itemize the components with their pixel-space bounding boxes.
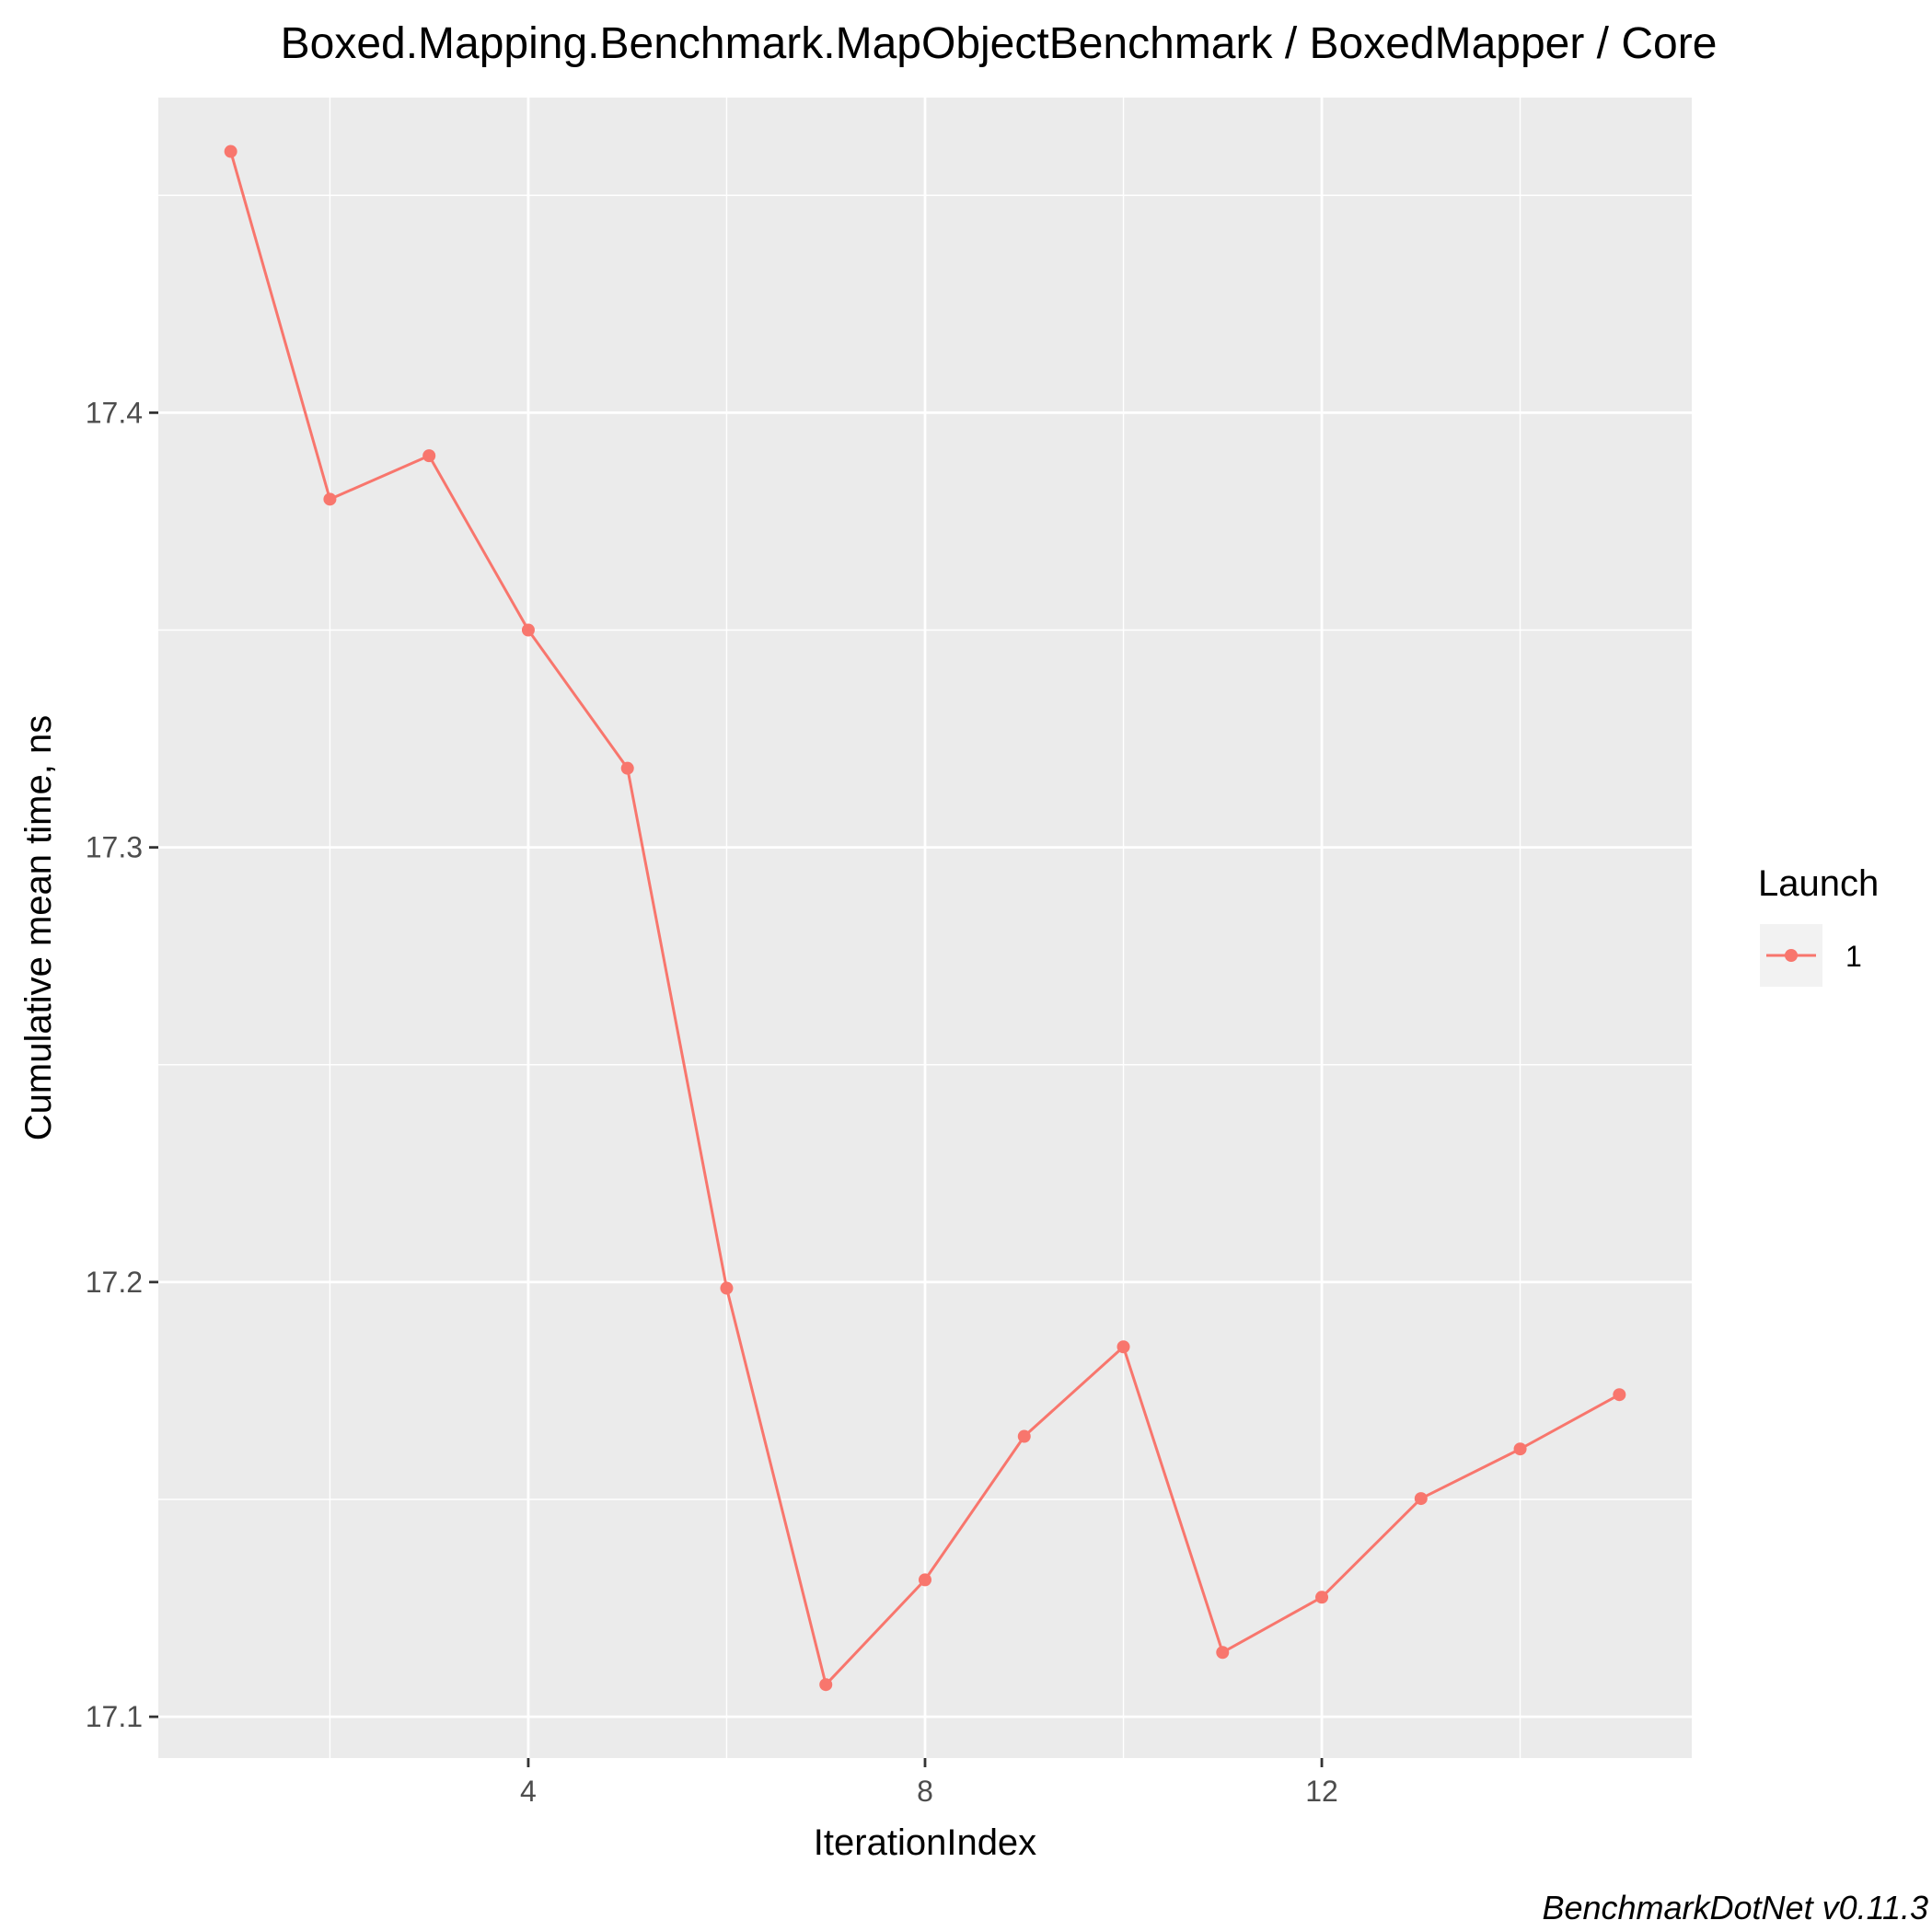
y-axis: 17.1 17.2 17.3 17.4 <box>86 396 158 1733</box>
x-axis-title: IterationIndex <box>814 1822 1036 1863</box>
data-point <box>521 623 535 637</box>
chart-title: Boxed.Mapping.Benchmark.MapObjectBenchma… <box>281 19 1718 68</box>
data-point <box>819 1678 833 1692</box>
legend-key-point <box>1785 949 1798 962</box>
x-tick-label: 4 <box>520 1775 537 1808</box>
data-point <box>1414 1492 1428 1506</box>
data-point <box>1315 1591 1329 1604</box>
major-gridlines <box>158 98 1692 1758</box>
chart-caption: BenchmarkDotNet v0.11.3 <box>1542 1889 1928 1926</box>
x-tick-label: 8 <box>917 1775 933 1808</box>
y-tick-label: 17.1 <box>86 1700 143 1733</box>
data-point <box>1017 1429 1031 1443</box>
x-axis: 4 8 12 <box>520 1758 1338 1808</box>
x-tick-label: 12 <box>1305 1775 1338 1808</box>
legend: Launch 1 <box>1758 863 1879 987</box>
data-point <box>1116 1340 1130 1354</box>
data-point <box>620 761 634 775</box>
series-layer <box>224 145 1626 1692</box>
data-point <box>1216 1646 1230 1660</box>
legend-title: Launch <box>1758 863 1879 904</box>
data-point <box>919 1573 931 1587</box>
y-tick-label: 17.2 <box>86 1266 143 1299</box>
legend-item-label: 1 <box>1845 940 1862 973</box>
y-tick-label: 17.4 <box>86 396 143 429</box>
data-point <box>422 449 436 463</box>
data-point <box>720 1281 734 1295</box>
data-point <box>1613 1388 1626 1402</box>
data-point <box>224 145 237 158</box>
y-tick-label: 17.3 <box>86 831 143 864</box>
data-point <box>323 492 337 506</box>
y-axis-title: Cumulative mean time, ns <box>18 715 59 1140</box>
data-point <box>1513 1442 1527 1456</box>
